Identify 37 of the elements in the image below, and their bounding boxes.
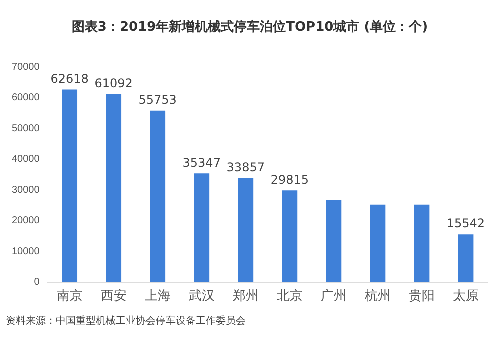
data-label: 55753 <box>138 92 177 107</box>
x-tick-label: 西安 <box>100 288 127 303</box>
x-tick-label: 太原 <box>452 288 479 303</box>
y-tick-label: 0 <box>34 277 40 288</box>
x-tick-label: 上海 <box>144 288 171 303</box>
x-tick-label: 贵阳 <box>408 288 435 303</box>
text: 资料来源：中国重型机械工业协会停车设备工作委员会 <box>6 314 246 328</box>
bar <box>282 190 298 282</box>
y-tick-label: 30000 <box>12 184 40 196</box>
chart-title: 图表3：2019年新增机械式停车泊位TOP10城市 (单位：个) <box>70 18 430 36</box>
y-tick-label: 70000 <box>12 62 40 73</box>
bar <box>370 204 386 282</box>
data-label: 62618 <box>50 72 89 86</box>
bar <box>458 234 474 282</box>
x-tick-label: 杭州 <box>364 288 391 303</box>
bar <box>194 174 210 282</box>
x-tick-label: 郑州 <box>232 288 259 303</box>
data-label: 61092 <box>94 76 133 91</box>
x-tick-label: 广州 <box>320 288 347 303</box>
bar <box>326 200 342 282</box>
bar <box>106 94 122 282</box>
data-label: 29815 <box>270 172 310 187</box>
data-label: 33857 <box>226 160 265 174</box>
y-tick-label: 10000 <box>12 246 40 258</box>
bar <box>62 90 78 282</box>
data-label: 15542 <box>446 216 486 231</box>
y-tick-label: 20000 <box>12 216 40 227</box>
x-tick-label: 北京 <box>276 288 303 303</box>
data-label: 35347 <box>182 156 221 170</box>
bar <box>238 178 254 282</box>
y-tick-label: 40000 <box>12 154 40 166</box>
y-tick-label: 60000 <box>12 92 40 104</box>
bar <box>414 204 430 282</box>
x-tick-label: 南京 <box>56 288 83 303</box>
bar <box>150 110 166 282</box>
x-tick-label: 武汉 <box>188 288 215 303</box>
y-tick-label: 50000 <box>12 123 40 134</box>
